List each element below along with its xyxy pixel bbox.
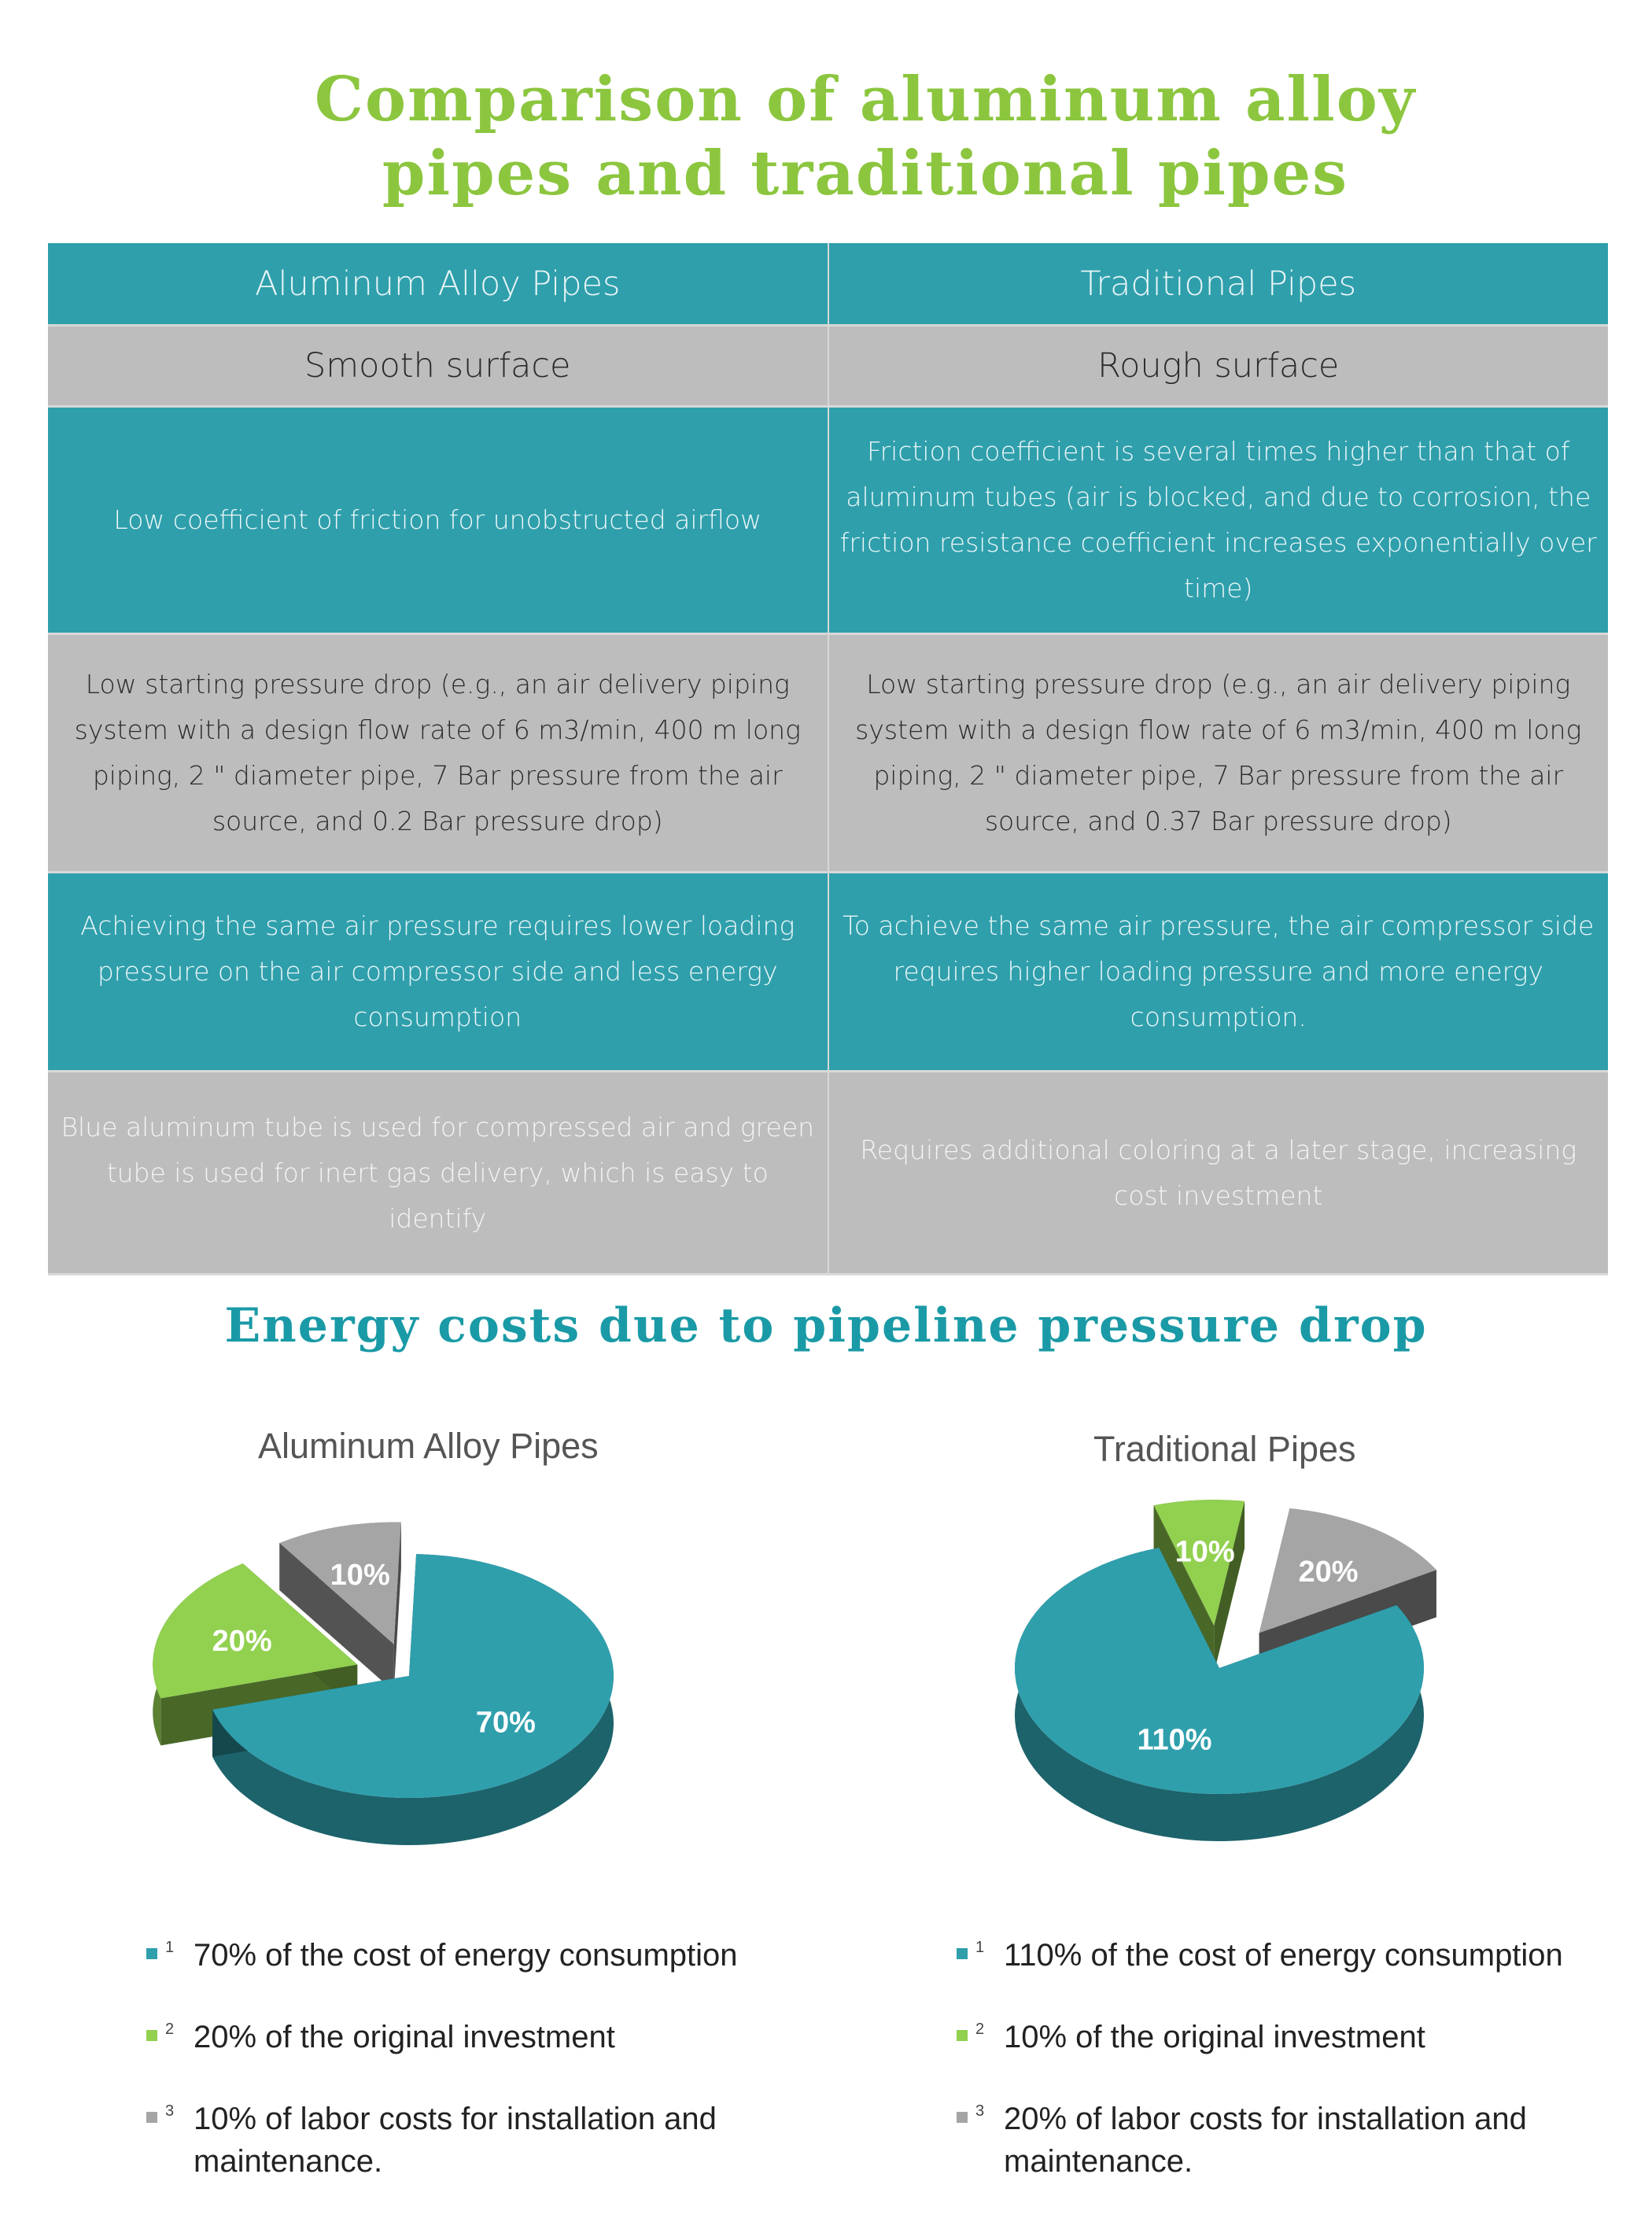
pie-data-label: 20% xyxy=(1299,1556,1359,1589)
page-title: Comparison of aluminum alloy pipes and t… xyxy=(0,63,1652,211)
pie-slice-2: 10% xyxy=(1153,1500,1245,1674)
legend-swatch-teal xyxy=(146,1948,157,1959)
pie-data-label: 70% xyxy=(476,1706,536,1739)
table-cell: To achieve the same air pressure, the ai… xyxy=(828,872,1608,1072)
legend-number: 1 xyxy=(975,1939,985,1956)
legend-item: 3 20% of labor costs for installation an… xyxy=(957,2098,1602,2183)
pie-data-label: 10% xyxy=(1175,1535,1235,1568)
table-subheader-row: Smooth surface Rough surface xyxy=(48,325,1608,407)
pie-chart-aluminum: 10% 20% 70% xyxy=(153,1522,614,1845)
page-title-line-1: Comparison of aluminum alloy xyxy=(314,64,1417,135)
legend-item: 3 10% of labor costs for installation an… xyxy=(146,2098,791,2183)
pie-slice-top xyxy=(279,1522,401,1644)
chart-title-traditional: Traditional Pipes xyxy=(1093,1429,1356,1469)
legend-text: 20% of the original investment xyxy=(194,2020,615,2054)
pie-chart-traditional: 10% 20% 110% xyxy=(1015,1500,1436,1841)
legend-number: 2 xyxy=(975,2021,985,2038)
pie-slice-1: 110% xyxy=(1015,1548,1424,1841)
legend-swatch-green xyxy=(957,2030,968,2041)
legend-text: 110% of the cost of energy consumption xyxy=(1004,1938,1563,1973)
table-cell: Low coefficient of friction for unobstru… xyxy=(48,406,829,634)
pie-slice-edge xyxy=(279,1543,394,1692)
section-title: Energy costs due to pipeline pressure dr… xyxy=(224,1298,1428,1353)
chart-title-aluminum: Aluminum Alloy Pipes xyxy=(258,1426,599,1466)
legend-item: 1 110% of the cost of energy consumption xyxy=(957,1934,1602,1977)
subheader-traditional: Rough surface xyxy=(828,325,1608,407)
legend-number: 3 xyxy=(975,2102,985,2120)
legend-text: 70% of the cost of energy consumption xyxy=(194,1938,738,1973)
pie-slice-edge xyxy=(393,1522,401,1692)
pie-slice-top xyxy=(1015,1548,1424,1794)
legend-number: 3 xyxy=(165,2102,175,2120)
table-row: Low starting pressure drop (e.g., an air… xyxy=(48,633,1608,873)
table-cell: Low starting pressure drop (e.g., an air… xyxy=(48,633,829,873)
legend-item: 2 10% of the original investment xyxy=(957,2016,1602,2058)
comparison-table: Aluminum Alloy Pipes Traditional Pipes S… xyxy=(48,243,1608,1275)
pie-slice-top xyxy=(153,1563,358,1699)
pie-slice-1: 70% xyxy=(212,1554,614,1845)
pie-slice-edge xyxy=(1214,1500,1245,1674)
header-aluminum: Aluminum Alloy Pipes xyxy=(48,243,829,326)
table-row: Blue aluminum tube is used for compresse… xyxy=(48,1071,1608,1275)
pie-slice-top xyxy=(212,1554,614,1798)
table-header-row: Aluminum Alloy Pipes Traditional Pipes xyxy=(48,243,1608,326)
legend-text: 10% of the original investment xyxy=(1004,2020,1425,2054)
subheader-aluminum: Smooth surface xyxy=(48,325,829,407)
table-cell: Blue aluminum tube is used for compresse… xyxy=(48,1071,829,1275)
legend-item: 1 70% of the cost of energy consumption xyxy=(146,1934,791,1977)
pie-data-label: 20% xyxy=(212,1625,272,1658)
legend-aluminum: 1 70% of the cost of energy consumption … xyxy=(146,1934,791,2222)
legend-swatch-green xyxy=(146,2030,157,2041)
table-row: Achieving the same air pressure requires… xyxy=(48,872,1608,1072)
legend-traditional: 1 110% of the cost of energy consumption… xyxy=(957,1934,1602,2222)
pie-data-label: 110% xyxy=(1137,1723,1211,1756)
legend-text: 20% of labor costs for installation and … xyxy=(1004,2102,1527,2179)
table-cell: Achieving the same air pressure requires… xyxy=(48,872,829,1072)
pie-slice-3: 10% xyxy=(279,1522,401,1692)
pie-data-label: 10% xyxy=(330,1559,390,1592)
table-cell: Requires additional coloring at a later … xyxy=(828,1071,1608,1275)
legend-swatch-gray xyxy=(957,2112,968,2123)
table-row: Low coefficient of friction for unobstru… xyxy=(48,406,1608,634)
page-title-line-2: pipes and traditional pipes xyxy=(382,138,1349,209)
legend-item: 2 20% of the original investment xyxy=(146,2016,791,2058)
pie-slice-top xyxy=(1259,1508,1436,1633)
legend-text: 10% of labor costs for installation and … xyxy=(194,2102,717,2179)
legend-number: 1 xyxy=(165,1939,175,1956)
table-cell: Low starting pressure drop (e.g., an air… xyxy=(828,633,1608,873)
header-traditional: Traditional Pipes xyxy=(828,243,1608,326)
legend-swatch-teal xyxy=(957,1948,968,1959)
table-cell: Friction coefficient is several times hi… xyxy=(828,406,1608,634)
pie-slice-top xyxy=(1153,1500,1245,1626)
legend-number: 2 xyxy=(165,2021,175,2038)
legend-swatch-gray xyxy=(146,2112,157,2123)
